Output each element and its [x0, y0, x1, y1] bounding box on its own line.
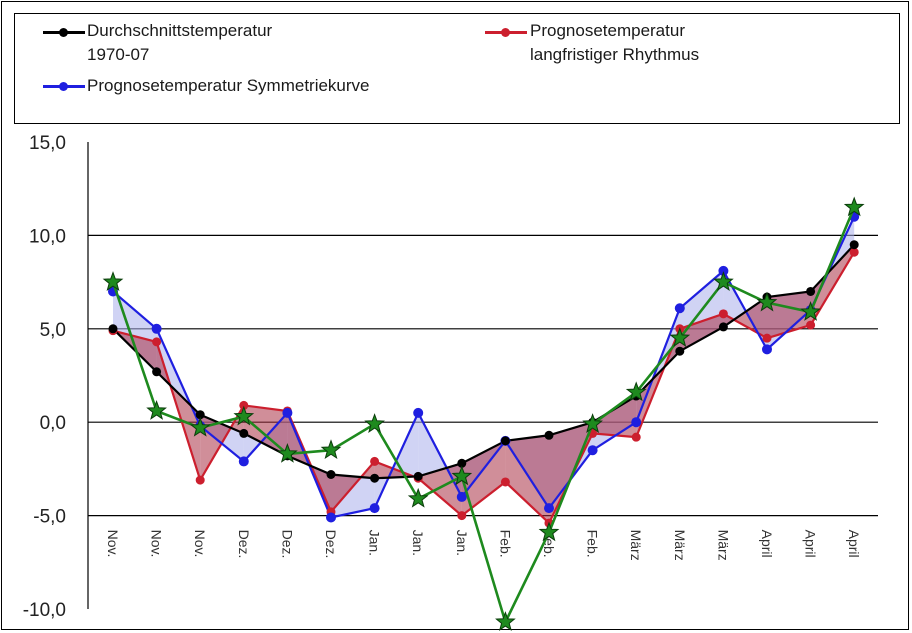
green-star-point	[843, 196, 865, 217]
x-tick-label: Jan.	[367, 530, 383, 556]
symmetry-point	[151, 323, 162, 334]
x-tick-label: Feb.	[585, 530, 601, 558]
average-point	[457, 458, 467, 468]
long-rhythm-deviation-area	[767, 291, 811, 339]
green-star-point	[189, 416, 211, 437]
y-tick-label: 15,0	[29, 133, 66, 154]
long-rhythm-deviation-area	[549, 422, 593, 524]
average-point	[326, 470, 336, 480]
x-tick-label: Nov.	[149, 530, 165, 558]
x-tick-label: März	[628, 530, 644, 561]
long-rhythm-point	[631, 432, 641, 442]
series-line-symmetry	[112, 216, 856, 519]
average-point	[108, 324, 118, 334]
green-star-point	[538, 521, 560, 542]
series-line-average	[112, 243, 856, 480]
average-point	[195, 410, 205, 420]
x-tick-label: April	[803, 530, 819, 558]
legend-label-long-rhythm-line2: langfristiger Rhythmus	[530, 45, 700, 64]
y-tick-label: 5,0	[40, 320, 66, 341]
long-rhythm-point	[457, 511, 467, 521]
average-point	[413, 471, 423, 481]
long-rhythm-deviation-area	[592, 396, 637, 438]
symmetry-point	[456, 491, 467, 502]
long-rhythm-point	[718, 309, 728, 319]
green-star-point	[102, 271, 124, 291]
x-tick-label: Jan.	[454, 530, 470, 556]
symmetry-point	[326, 512, 336, 523]
long-rhythm-deviation-area	[679, 313, 724, 352]
green-star-point	[407, 487, 429, 508]
long-rhythm-point	[500, 477, 510, 487]
y-tick-label: 0,0	[40, 413, 66, 434]
chart-legend: Durchschnittstemperatur 1970-07 Prognose…	[14, 13, 900, 124]
long-rhythm-point	[239, 400, 249, 410]
average-point	[718, 322, 728, 332]
green-star-point	[495, 611, 516, 631]
x-tick-label: Dez.	[279, 530, 295, 559]
average-point	[675, 346, 685, 356]
x-tick-label: April	[759, 530, 775, 558]
symmetry-point	[631, 417, 642, 428]
symmetry-point	[369, 503, 380, 514]
green-star-point	[146, 400, 167, 420]
green-star-point	[277, 443, 298, 463]
long-rhythm-point	[195, 475, 205, 485]
symmetry-point	[718, 265, 729, 276]
green-star-point	[756, 291, 778, 312]
average-point	[152, 367, 162, 377]
symmetry-point	[544, 503, 554, 514]
long-rhythm-point	[762, 333, 772, 343]
x-tick-label: Dez.	[323, 530, 339, 559]
green-star-point	[582, 413, 603, 433]
y-tick-label: -5,0	[33, 507, 66, 528]
green-star-point	[669, 327, 691, 347]
green-star-point	[233, 405, 255, 426]
green-star-point	[800, 301, 821, 321]
legend-label-average-line2: 1970-07	[87, 45, 150, 64]
green-star-point	[320, 439, 342, 460]
x-tick-label: Jan.	[410, 530, 426, 556]
average-point	[500, 436, 510, 446]
series-line-green	[111, 206, 856, 626]
long-rhythm-point	[152, 337, 162, 347]
average-point	[370, 473, 380, 483]
legend-swatch-long-rhythm	[485, 28, 527, 37]
green-star-point	[364, 413, 385, 433]
long-rhythm-deviation-area	[505, 435, 549, 524]
long-rhythm-point	[849, 247, 859, 257]
average-point	[239, 428, 249, 438]
symmetry-point	[674, 303, 685, 314]
average-point	[849, 240, 859, 250]
legend-label-long-rhythm-line1: Prognosetemperatur	[530, 21, 685, 40]
symmetry-point	[587, 445, 598, 456]
legend-swatch-average	[43, 28, 85, 37]
long-rhythm-point	[370, 456, 380, 466]
green-star-point	[625, 381, 647, 402]
long-rhythm-point	[806, 320, 816, 330]
x-tick-label: Dez.	[236, 530, 252, 559]
symmetry-point	[282, 407, 293, 418]
legend-label-average-line1: Durchschnittstemperatur	[87, 21, 273, 40]
symmetry-point	[762, 344, 772, 355]
x-tick-label: März	[715, 530, 731, 561]
symmetry-point	[413, 407, 424, 418]
average-point	[806, 286, 816, 296]
y-tick-label: -10,0	[23, 600, 66, 621]
x-tick-label: Nov.	[105, 530, 121, 558]
green-star-point	[713, 271, 734, 291]
x-tick-label: Nov.	[192, 530, 208, 558]
green-star-point	[451, 465, 473, 486]
average-point	[544, 430, 554, 440]
x-tick-label: April	[846, 530, 862, 558]
symmetry-point	[238, 456, 249, 467]
legend-label-symmetry: Prognosetemperatur Symmetriekurve	[87, 76, 370, 95]
legend-swatch-symmetry	[43, 82, 85, 91]
y-tick-label: 10,0	[29, 226, 66, 247]
x-tick-label: Feb.	[497, 530, 513, 558]
x-tick-label: März	[672, 530, 688, 561]
long-rhythm-deviation-area	[461, 440, 506, 516]
